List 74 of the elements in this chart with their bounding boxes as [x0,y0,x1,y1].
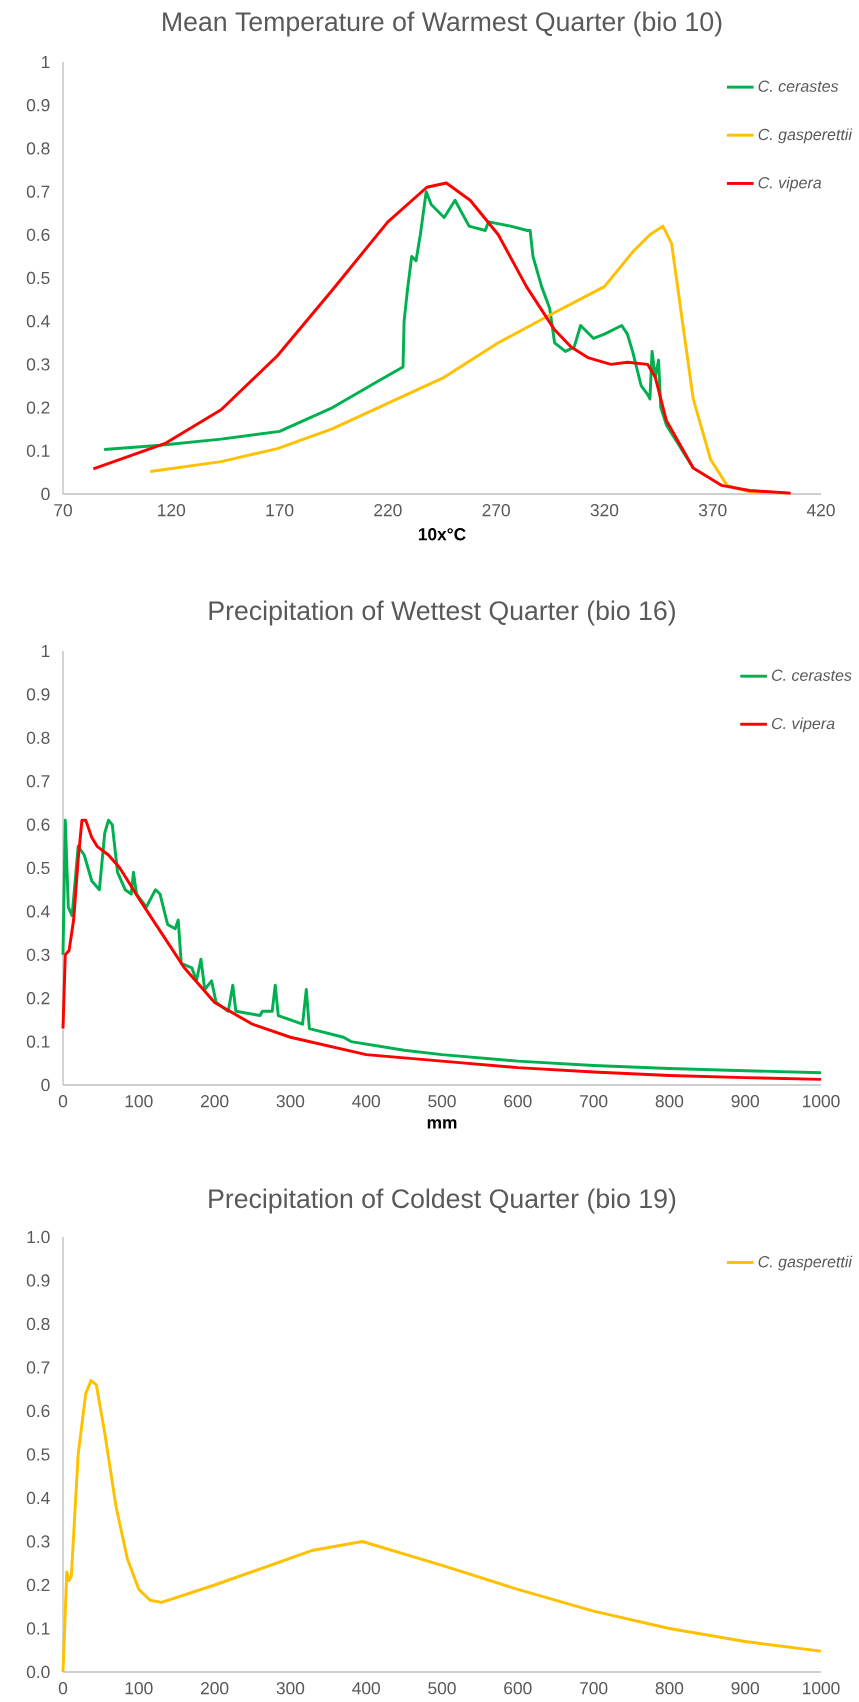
x-tick-label: 320 [590,504,619,517]
x-tick-label: 200 [201,1095,229,1108]
y-tick-label: 1.0 [27,1230,50,1244]
x-tick-label: 900 [731,1682,760,1695]
y-tick-label: 0.4 [27,315,50,328]
y-tick-label: 0.2 [27,401,50,414]
x-tick-label: 220 [374,504,402,517]
y-tick-label: 0.9 [27,99,50,112]
y-tick-label: 0.6 [27,228,50,241]
y-tick-label: 0.5 [27,1448,50,1461]
x-tick-label: 120 [158,504,186,517]
x-tick-label: 70 [54,504,73,517]
y-tick-label: 0.8 [27,142,50,155]
y-tick-label: 0.7 [27,185,50,198]
x-tick-label: 420 [807,504,835,517]
x-axis-title: mm [427,1119,457,1129]
x-tick-label: 700 [580,1682,608,1695]
legend-label: C. cerastes [758,80,839,92]
y-tick-label: 0.1 [27,1622,50,1635]
y-tick-label: 0.2 [27,992,50,1005]
x-tick-label: 600 [504,1095,532,1108]
x-tick-label: 0 [59,1095,68,1108]
x-tick-label: 800 [655,1682,684,1695]
x-tick-label: 500 [428,1682,456,1695]
x-tick-label: 100 [125,1095,153,1108]
x-tick-label: 270 [482,504,511,517]
y-tick-label: 0.6 [27,1404,50,1418]
legend-label: C. vipera [758,176,822,192]
y-tick-label: 0 [41,487,50,501]
y-tick-label: 0.9 [27,1274,50,1287]
y-tick-label: 0.2 [27,1578,50,1592]
x-tick-label: 600 [504,1682,532,1695]
x-tick-label: 500 [428,1095,456,1108]
y-tick-label: 0.1 [27,444,50,457]
legend-label: C. cerastes [772,669,852,681]
y-tick-label: 0.1 [27,1035,50,1048]
x-tick-label: 0 [59,1682,68,1695]
y-tick-label: 0.8 [27,1317,50,1331]
x-tick-label: 300 [276,1095,305,1108]
y-tick-label: 0.6 [27,818,50,831]
x-tick-label: 400 [352,1682,381,1695]
x-tick-label: 300 [276,1682,305,1695]
x-tick-label: 800 [655,1095,684,1108]
x-axis-title: 10x°C [419,528,466,541]
x-tick-label: 1000 [803,1682,840,1695]
y-tick-label: 0 [41,1078,50,1092]
x-tick-label: 170 [266,504,294,517]
chart-title: Mean Temperature of Warmest Quarter (bio 10) [163,11,722,37]
y-tick-label: 1 [42,645,50,657]
y-tick-label: 0.8 [27,731,50,744]
y-tick-label: 0.4 [27,1491,50,1505]
y-tick-label: 0.9 [27,688,50,701]
y-tick-label: 0.7 [27,775,50,788]
y-tick-label: 0.0 [27,1665,50,1679]
chart-title: Precipitation of Coldest Quarter (bio 19) [209,1188,676,1214]
y-tick-label: 0.4 [27,905,50,918]
x-tick-label: 200 [201,1682,229,1695]
y-tick-label: 0.3 [27,358,50,371]
y-tick-label: 0.5 [27,271,50,285]
x-tick-label: 700 [580,1095,608,1108]
chart-title: Precipitation of Wettest Quarter (bio 16) [209,600,676,626]
legend-label: C. gasperettii [758,1255,853,1271]
y-tick-label: 0.5 [27,861,50,875]
y-tick-label: 0.3 [27,948,50,961]
legend-label: C. vipera [772,717,835,733]
x-tick-label: 400 [352,1095,381,1108]
legend-label: C. gasperettii [758,128,853,144]
y-tick-label: 0.7 [27,1361,50,1374]
y-tick-label: 0.3 [27,1535,50,1548]
x-tick-label: 100 [125,1682,153,1695]
x-tick-label: 1000 [803,1095,840,1108]
x-tick-label: 370 [699,504,727,517]
y-tick-label: 1 [42,56,50,68]
x-tick-label: 900 [731,1095,760,1108]
